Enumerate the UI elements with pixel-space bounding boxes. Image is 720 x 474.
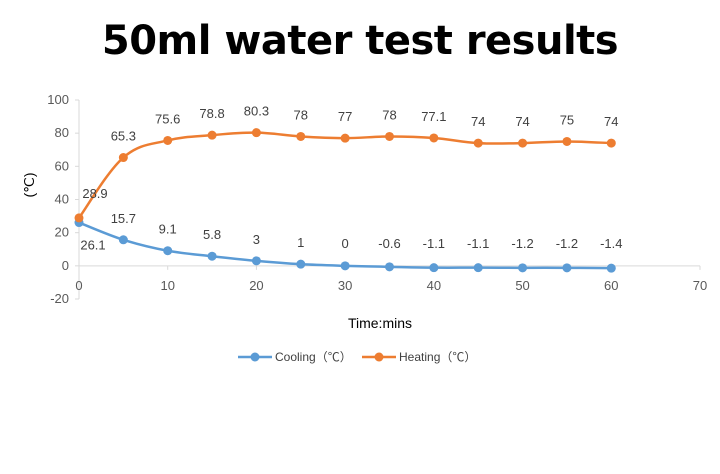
cooling-data-label: -1.4 xyxy=(600,236,622,251)
heating-point xyxy=(296,131,306,141)
heating-point xyxy=(74,213,84,223)
x-tick-label: 60 xyxy=(604,278,618,293)
legend: Cooling（℃） Heating（℃） xyxy=(238,350,476,364)
x-tick-label: 20 xyxy=(249,278,263,293)
heating-point xyxy=(606,138,616,148)
heating-data-label: 74 xyxy=(515,114,529,129)
cooling-point xyxy=(385,262,394,272)
cooling-point xyxy=(340,261,350,271)
heating-data-label: 74 xyxy=(471,114,485,129)
heating-point xyxy=(207,130,217,140)
cooling-point xyxy=(562,263,572,273)
y-tick-label: 100 xyxy=(47,92,69,107)
cooling-point xyxy=(473,263,483,273)
cooling-point xyxy=(251,256,261,266)
heating-data-label: 78 xyxy=(294,107,308,122)
heating-data-label: 80.3 xyxy=(244,104,269,119)
y-tick-label: 40 xyxy=(55,192,69,207)
cooling-point xyxy=(163,246,173,256)
x-tick-label: 70 xyxy=(693,278,707,293)
heating-data-label: 75 xyxy=(560,112,574,127)
heating-point xyxy=(473,138,483,148)
heating-legend-marker xyxy=(374,352,384,362)
heating-legend-label: Heating（℃） xyxy=(399,350,476,364)
data-points xyxy=(74,128,616,273)
y-tick-label: 20 xyxy=(55,225,69,240)
x-tick-label: 10 xyxy=(160,278,174,293)
cooling-data-label: 3 xyxy=(253,232,260,247)
x-tick-label: 40 xyxy=(427,278,441,293)
heating-data-label: 77.1 xyxy=(421,109,446,124)
cooling-legend-label: Cooling（℃） xyxy=(275,350,352,364)
cooling-data-label: 26.1 xyxy=(80,238,105,253)
heating-data-label: 78.8 xyxy=(199,106,224,121)
cooling-point xyxy=(118,235,128,245)
y-tick-label: 80 xyxy=(55,125,69,140)
heating-data-label: 77 xyxy=(338,109,352,124)
heating-point xyxy=(163,135,173,145)
cooling-point xyxy=(429,263,439,273)
cooling-data-label: -1.1 xyxy=(423,236,445,251)
y-tick-label: -20 xyxy=(50,291,69,306)
heating-series-line xyxy=(77,131,612,219)
cooling-data-label: 0 xyxy=(342,236,349,251)
heating-point xyxy=(340,133,350,143)
cooling-data-label: 5.8 xyxy=(203,227,221,242)
x-tick-label: 50 xyxy=(515,278,529,293)
heating-point xyxy=(385,131,394,141)
cooling-data-label: 15.7 xyxy=(111,211,136,226)
y-tick-label: 0 xyxy=(62,258,69,273)
heating-data-label: 78 xyxy=(382,107,396,122)
cooling-point xyxy=(518,263,528,273)
x-tick-label: 0 xyxy=(75,278,82,293)
heating-point xyxy=(251,128,261,138)
cooling-data-label: 9.1 xyxy=(159,222,177,237)
cooling-legend-marker xyxy=(250,352,260,362)
heating-point xyxy=(518,138,528,148)
heating-data-label: 28.9 xyxy=(82,186,107,201)
heating-point xyxy=(429,133,439,143)
data-labels: 26.1 15.7 9.1 5.8 3 1 0 -0.6 -1.1 -1.1 -1.2 -1.2 -1.… xyxy=(80,104,622,253)
heating-point xyxy=(562,136,572,146)
y-tick-label: 60 xyxy=(55,158,69,173)
cooling-data-label: -1.1 xyxy=(467,236,489,251)
cooling-point xyxy=(207,251,217,261)
cooling-data-label: -0.6 xyxy=(378,236,400,251)
heating-data-label: 75.6 xyxy=(155,111,180,126)
cooling-data-label: -1.2 xyxy=(511,236,533,251)
cooling-data-label: -1.2 xyxy=(556,236,578,251)
cooling-point xyxy=(606,263,616,273)
page-title: 50ml water test results xyxy=(101,18,619,64)
y-axis-title: (℃) xyxy=(21,172,37,197)
heating-point xyxy=(118,153,128,163)
heating-data-label: 65.3 xyxy=(111,129,136,144)
cooling-point xyxy=(296,259,306,269)
cooling-data-label: 1 xyxy=(297,235,304,250)
x-tick-label: 30 xyxy=(338,278,352,293)
heating-data-label: 74 xyxy=(604,114,618,129)
x-axis-title: Time:mins xyxy=(348,315,412,331)
